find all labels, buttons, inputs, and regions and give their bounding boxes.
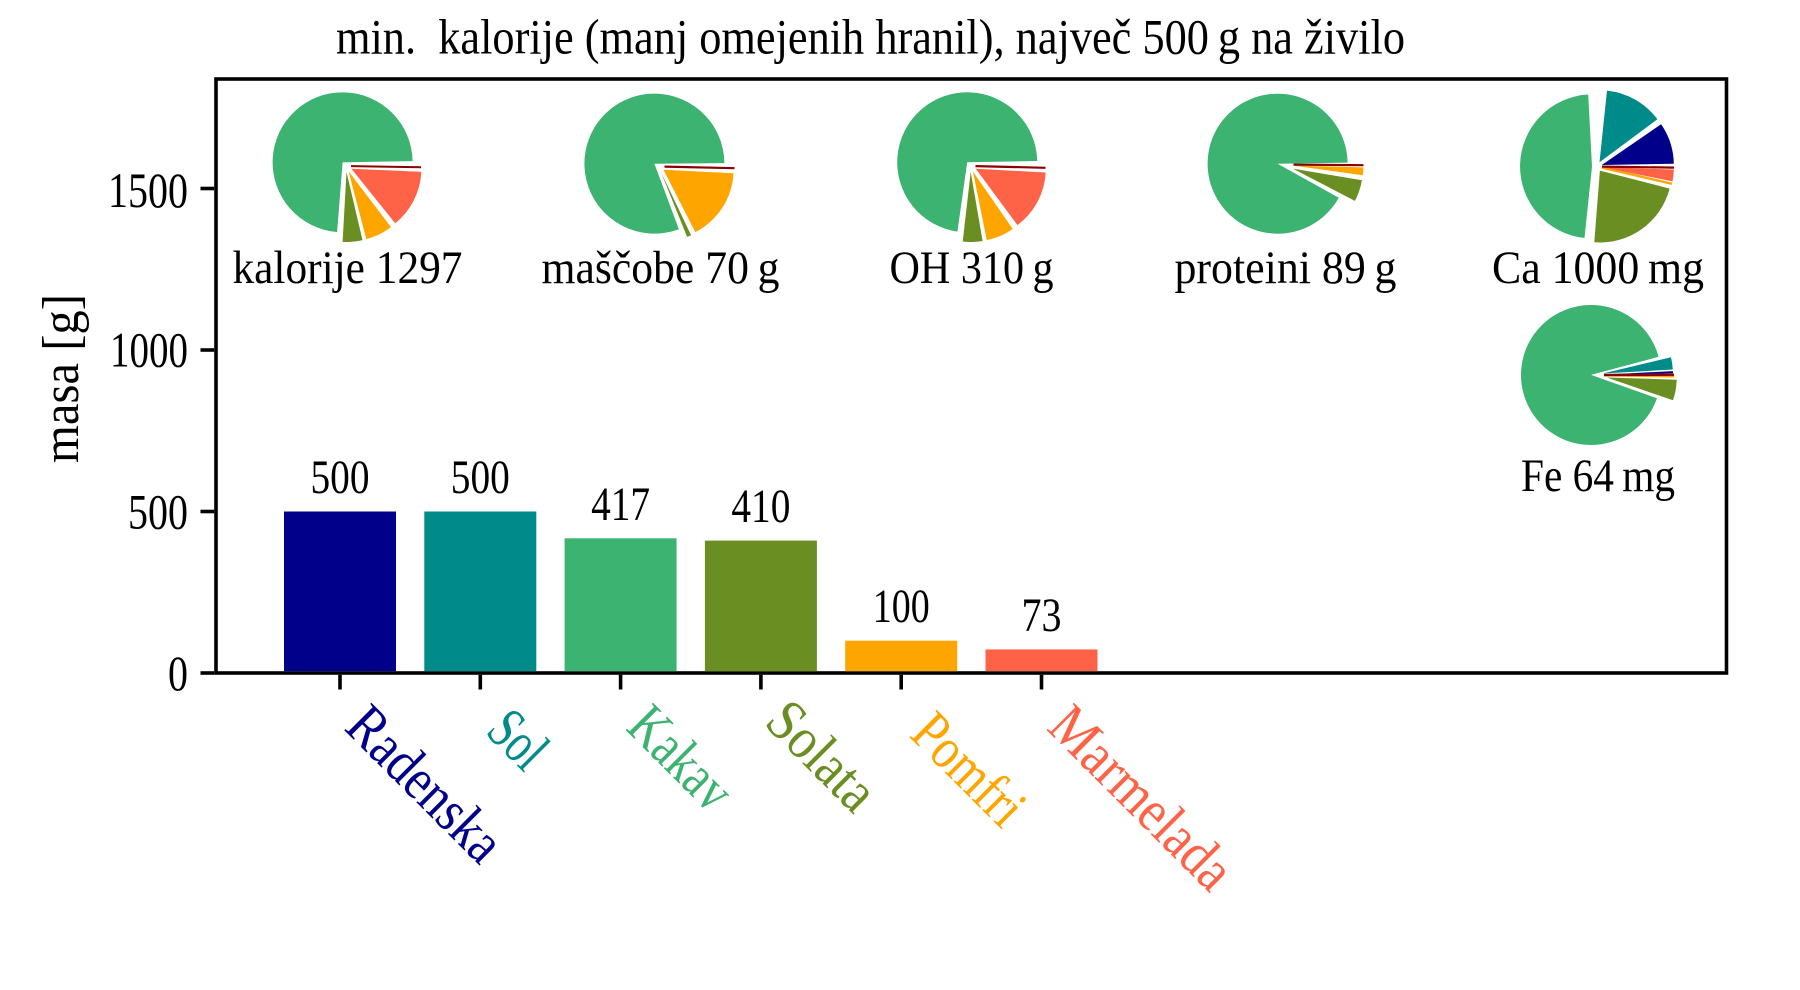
svg-text:masa [g]: masa [g] (33, 294, 90, 463)
svg-text:417: 417 (591, 478, 650, 531)
svg-text:OH 310 g: OH 310 g (890, 242, 1054, 294)
svg-text:500: 500 (451, 451, 510, 504)
svg-text:proteini 89 g: proteini 89 g (1175, 242, 1397, 294)
svg-text:100: 100 (873, 580, 930, 633)
svg-text:Ca 1000 mg: Ca 1000 mg (1492, 242, 1704, 294)
svg-text:kalorije 1297: kalorije 1297 (233, 242, 463, 294)
svg-text:0: 0 (168, 645, 188, 701)
svg-text:1000: 1000 (110, 322, 188, 378)
svg-text:500: 500 (311, 451, 370, 504)
svg-text:410: 410 (731, 480, 790, 533)
svg-text:Fe 64 mg: Fe 64 mg (1521, 450, 1675, 502)
svg-text:73: 73 (1022, 589, 1062, 642)
svg-text:min. kalorije (manj omejenih: min. kalorije (manj omejenih hranil), na… (336, 9, 1405, 65)
svg-text:500: 500 (128, 484, 188, 540)
svg-text:1500: 1500 (108, 162, 188, 218)
svg-text:maščobe 70 g: maščobe 70 g (542, 242, 780, 294)
